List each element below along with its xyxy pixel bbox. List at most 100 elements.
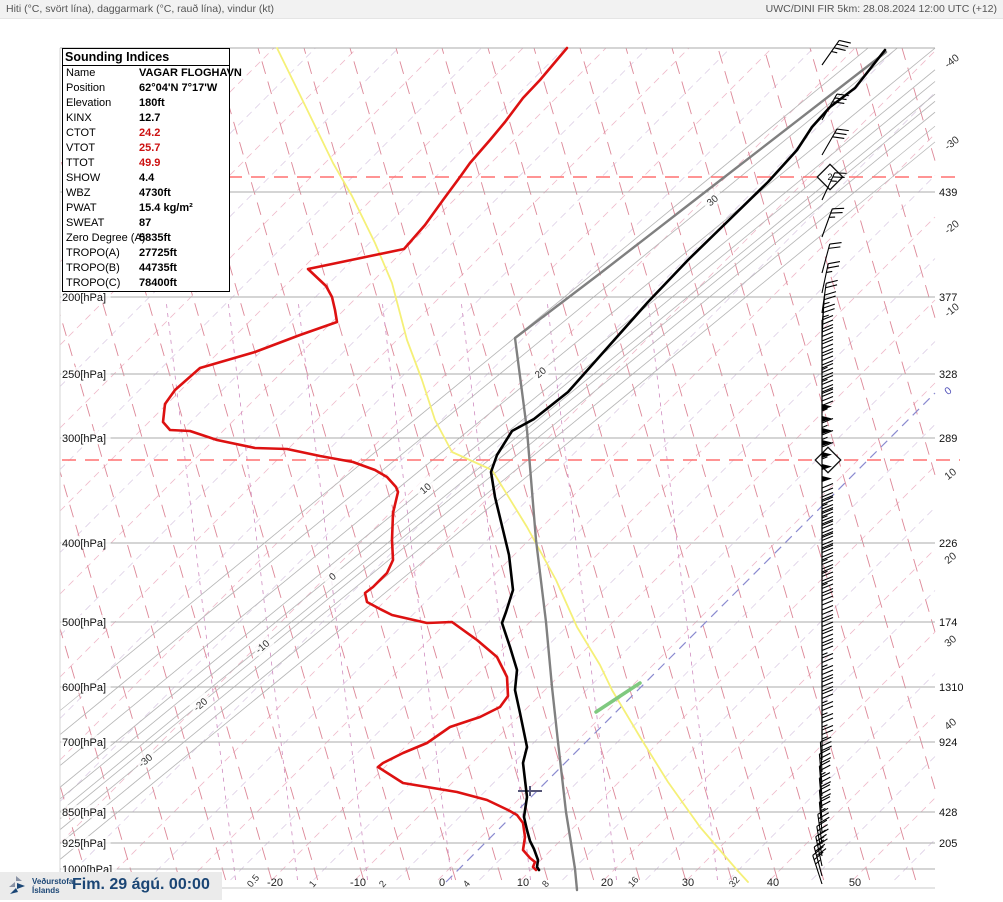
isotherm-line — [59, 47, 441, 429]
adiabat-label-bg — [249, 632, 275, 658]
index-value: 5835ft — [139, 232, 171, 244]
temp-axis-label: 40 — [767, 877, 779, 889]
wind-barb-part — [821, 717, 834, 724]
fan-line — [59, 81, 936, 800]
fan-line — [59, 47, 936, 766]
wind-barb-part — [821, 583, 834, 590]
wind-barb-part — [839, 39, 851, 44]
index-value: 24.2 — [139, 127, 161, 139]
wind-barb-part — [836, 93, 849, 97]
wind-barb-part — [819, 771, 826, 776]
wind-barb-part — [821, 599, 834, 606]
wind-barb-part — [821, 693, 834, 700]
wind-barb-part — [834, 132, 847, 136]
fan-line — [59, 47, 898, 735]
pressure-label: 250[hPa] — [62, 369, 106, 381]
wind-barb-part — [821, 559, 834, 566]
wind-barb-part — [821, 652, 834, 659]
isotherm-line — [59, 47, 524, 512]
pressure-label: 300[hPa] — [62, 433, 106, 445]
wind-barb-part — [830, 212, 843, 214]
top-status-bar: Hiti (°C, svört lína), daggarmark (°C, r… — [0, 0, 1003, 19]
mixing-ratio-line — [227, 299, 298, 881]
logo-text-line2: Íslands — [32, 886, 60, 895]
wind-barb-part — [821, 482, 834, 489]
wind-barb-part — [834, 172, 847, 174]
isotherm-line — [188, 133, 936, 881]
wind-barb-part — [822, 440, 832, 446]
wind-barb — [818, 796, 831, 833]
sounding-indices-box: Sounding Indices Name VAGAR FLOGHAVN Posit… — [62, 48, 242, 292]
tropopause-marker-label: 2 — [827, 172, 832, 182]
wind-barb-part — [815, 836, 823, 867]
dry-adiabat-line — [579, 47, 825, 881]
wind-barb-part — [821, 208, 833, 238]
index-label: SWEAT — [66, 217, 105, 229]
adiabat-label-bg — [412, 474, 438, 500]
wind-barb-part — [821, 673, 834, 680]
wind-barb-part — [821, 688, 834, 695]
wind-barb-part — [816, 848, 827, 857]
isotherm-line — [437, 382, 936, 881]
wind-barb-part — [819, 807, 826, 812]
wind-barb-part — [821, 544, 834, 551]
fan-line — [59, 111, 936, 830]
isotherm-line — [147, 92, 936, 881]
wind-barb-part — [821, 172, 836, 201]
isotherm-right-label: 10 — [942, 466, 959, 483]
dry-adiabat-line — [303, 47, 549, 881]
wind-barb-part — [821, 323, 834, 330]
sounding-indices-title: Sounding Indices — [63, 49, 229, 66]
wind-barb-part — [821, 395, 834, 402]
index-label: SHOW — [66, 172, 101, 184]
wind-barb-part — [821, 503, 834, 510]
wind-barb-part — [821, 685, 834, 692]
wind-barb-part — [830, 180, 837, 182]
adiabat-label-bg — [319, 562, 345, 588]
temp-axis-label: -10 — [350, 877, 366, 889]
wind-barb-part — [821, 621, 834, 628]
wind-barb-part — [821, 724, 834, 731]
flight-level-label: 924 — [939, 737, 957, 749]
fan-line — [59, 158, 896, 844]
wind-barb-part — [821, 331, 834, 338]
index-value: 44735ft — [139, 262, 177, 274]
wind-barb-part — [817, 824, 828, 832]
wind-barb-part — [821, 570, 828, 575]
index-label: CTOT — [66, 127, 96, 139]
wind-barb — [821, 172, 847, 201]
dry-adiabat-line — [855, 47, 936, 318]
wind-barb-part — [822, 452, 832, 458]
wind-barb-part — [821, 563, 834, 570]
wind-barb-part — [821, 539, 834, 546]
mixing-ratio-label: 2 — [377, 879, 389, 890]
wind-barb-part — [819, 784, 831, 791]
wind-barb — [818, 772, 831, 809]
wind-barb-part — [817, 807, 829, 815]
wind-barb-part — [818, 754, 823, 785]
adiabat-label: 0 — [327, 571, 339, 583]
temp-axis-label: -20 — [267, 877, 283, 889]
wind-barb-part — [831, 50, 838, 54]
wind-barb-part — [821, 664, 834, 671]
wind-barb-part — [821, 575, 834, 582]
isotherm-line — [520, 465, 936, 881]
wind-barb-part — [818, 778, 823, 809]
wind-barb-part — [821, 729, 834, 736]
wind-barb-part — [821, 582, 828, 587]
pressure-label-bg — [61, 431, 111, 444]
wind-barb-part — [821, 590, 834, 597]
wind-barb-part — [822, 428, 832, 434]
wind-barb-part — [824, 295, 836, 301]
wind-barb-part — [821, 669, 834, 676]
wind-barb-part — [821, 314, 834, 321]
wind-barb-part — [821, 441, 834, 448]
tropopause-diamond-marker — [814, 446, 842, 474]
mixing-ratio-line — [647, 299, 718, 881]
index-label: KINX — [66, 112, 92, 124]
zero-isotherm-line — [445, 392, 936, 883]
wind-barb-part — [821, 700, 828, 704]
wind-barb-part — [821, 355, 834, 362]
